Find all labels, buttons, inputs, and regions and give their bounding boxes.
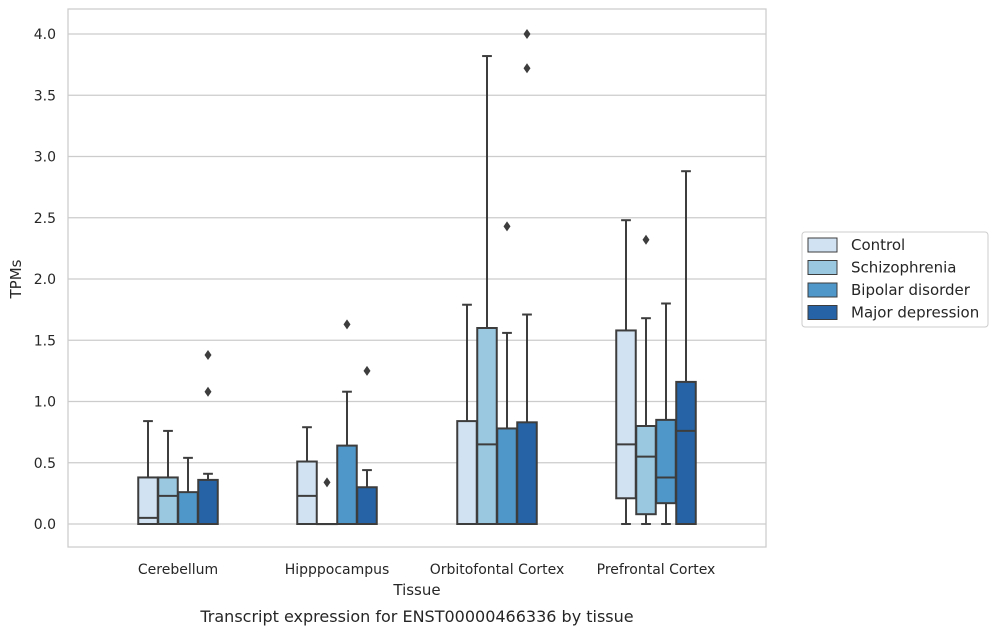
y-tick-label: 4.0: [34, 27, 56, 43]
box-body: [296, 460, 318, 525]
box-body: [496, 427, 518, 526]
box-body: [635, 425, 657, 516]
x-axis-label: Tissue: [392, 581, 440, 599]
outlier-point: [523, 63, 531, 74]
legend-label: Schizophrenia: [851, 259, 956, 277]
outlier-point: [204, 386, 212, 397]
chart-caption: Transcript expression for ENST0000046633…: [199, 607, 633, 626]
y-tick-label: 3.0: [34, 150, 56, 166]
box-schizophrenia: [157, 429, 179, 526]
legend-frame: [801, 231, 989, 328]
outlier-point: [363, 365, 371, 376]
legend-label: Control: [851, 236, 905, 254]
box-bipolar-disorder: [177, 456, 199, 525]
outlier-point: [642, 234, 650, 245]
x-tick-labels: Cerebellum Hipppocampus Orbitofontal Corte…: [138, 562, 715, 578]
y-tick-label: 2.5: [34, 211, 56, 227]
box-body: [675, 380, 697, 525]
box-control: [615, 219, 637, 525]
box-schizophrenia: [316, 477, 338, 526]
box-body: [356, 486, 378, 525]
outlier-point: [343, 319, 351, 330]
box-body: [615, 329, 637, 500]
y-tick-label: 3.5: [34, 88, 56, 104]
box-bipolar-disorder: [336, 319, 358, 526]
box-body: [476, 327, 498, 525]
legend-swatch: [807, 305, 838, 320]
box-body: [516, 421, 538, 526]
box-body: [336, 444, 358, 526]
box-schizophrenia: [476, 55, 498, 525]
legend-label: Bipolar disorder: [851, 281, 971, 299]
outlier-point: [204, 349, 212, 360]
y-tick-label: 2.0: [34, 272, 56, 288]
outlier-point: [523, 29, 531, 39]
legend: Control Schizophrenia Bipolar disorder Majo…: [801, 231, 989, 328]
box-major-depression: [675, 170, 697, 525]
box-major-depression: [356, 365, 378, 525]
plot-frame: [67, 8, 767, 548]
legend-swatch: [807, 237, 838, 253]
box-major-depression: [197, 349, 219, 525]
y-tick-label: 0.0: [34, 517, 56, 533]
legend-swatch: [807, 282, 838, 298]
box-schizophrenia: [635, 234, 657, 525]
x-tick-label: Hipppocampus: [285, 562, 390, 578]
x-tick-label: Prefrontal Cortex: [597, 562, 716, 578]
x-tick-label: Cerebellum: [138, 562, 218, 578]
box-control: [456, 303, 478, 526]
box-body: [177, 491, 199, 525]
box-body: [157, 476, 179, 526]
outlier-point: [503, 221, 511, 232]
box-major-depression: [516, 29, 538, 526]
y-tick-label: 0.5: [34, 456, 56, 472]
legend-label: Major depression: [851, 304, 979, 322]
legend-swatch: [807, 260, 838, 275]
x-tick-label: Orbitofontal Cortex: [430, 562, 565, 578]
box-control: [296, 426, 318, 525]
boxes-layer: [137, 29, 697, 526]
y-tick-label: 1.0: [34, 395, 56, 411]
outlier-point: [323, 477, 331, 488]
y-tick-label: 1.5: [34, 333, 56, 349]
box-control: [137, 420, 159, 526]
y-tick-labels: 0.0 0.5 1.0 1.5 2.0 2.5 3.0 3.5 4.0: [34, 27, 56, 533]
box-body: [456, 420, 478, 526]
box-body: [655, 418, 677, 505]
box-body: [197, 478, 219, 525]
y-axis-label: TPMs: [7, 259, 25, 299]
